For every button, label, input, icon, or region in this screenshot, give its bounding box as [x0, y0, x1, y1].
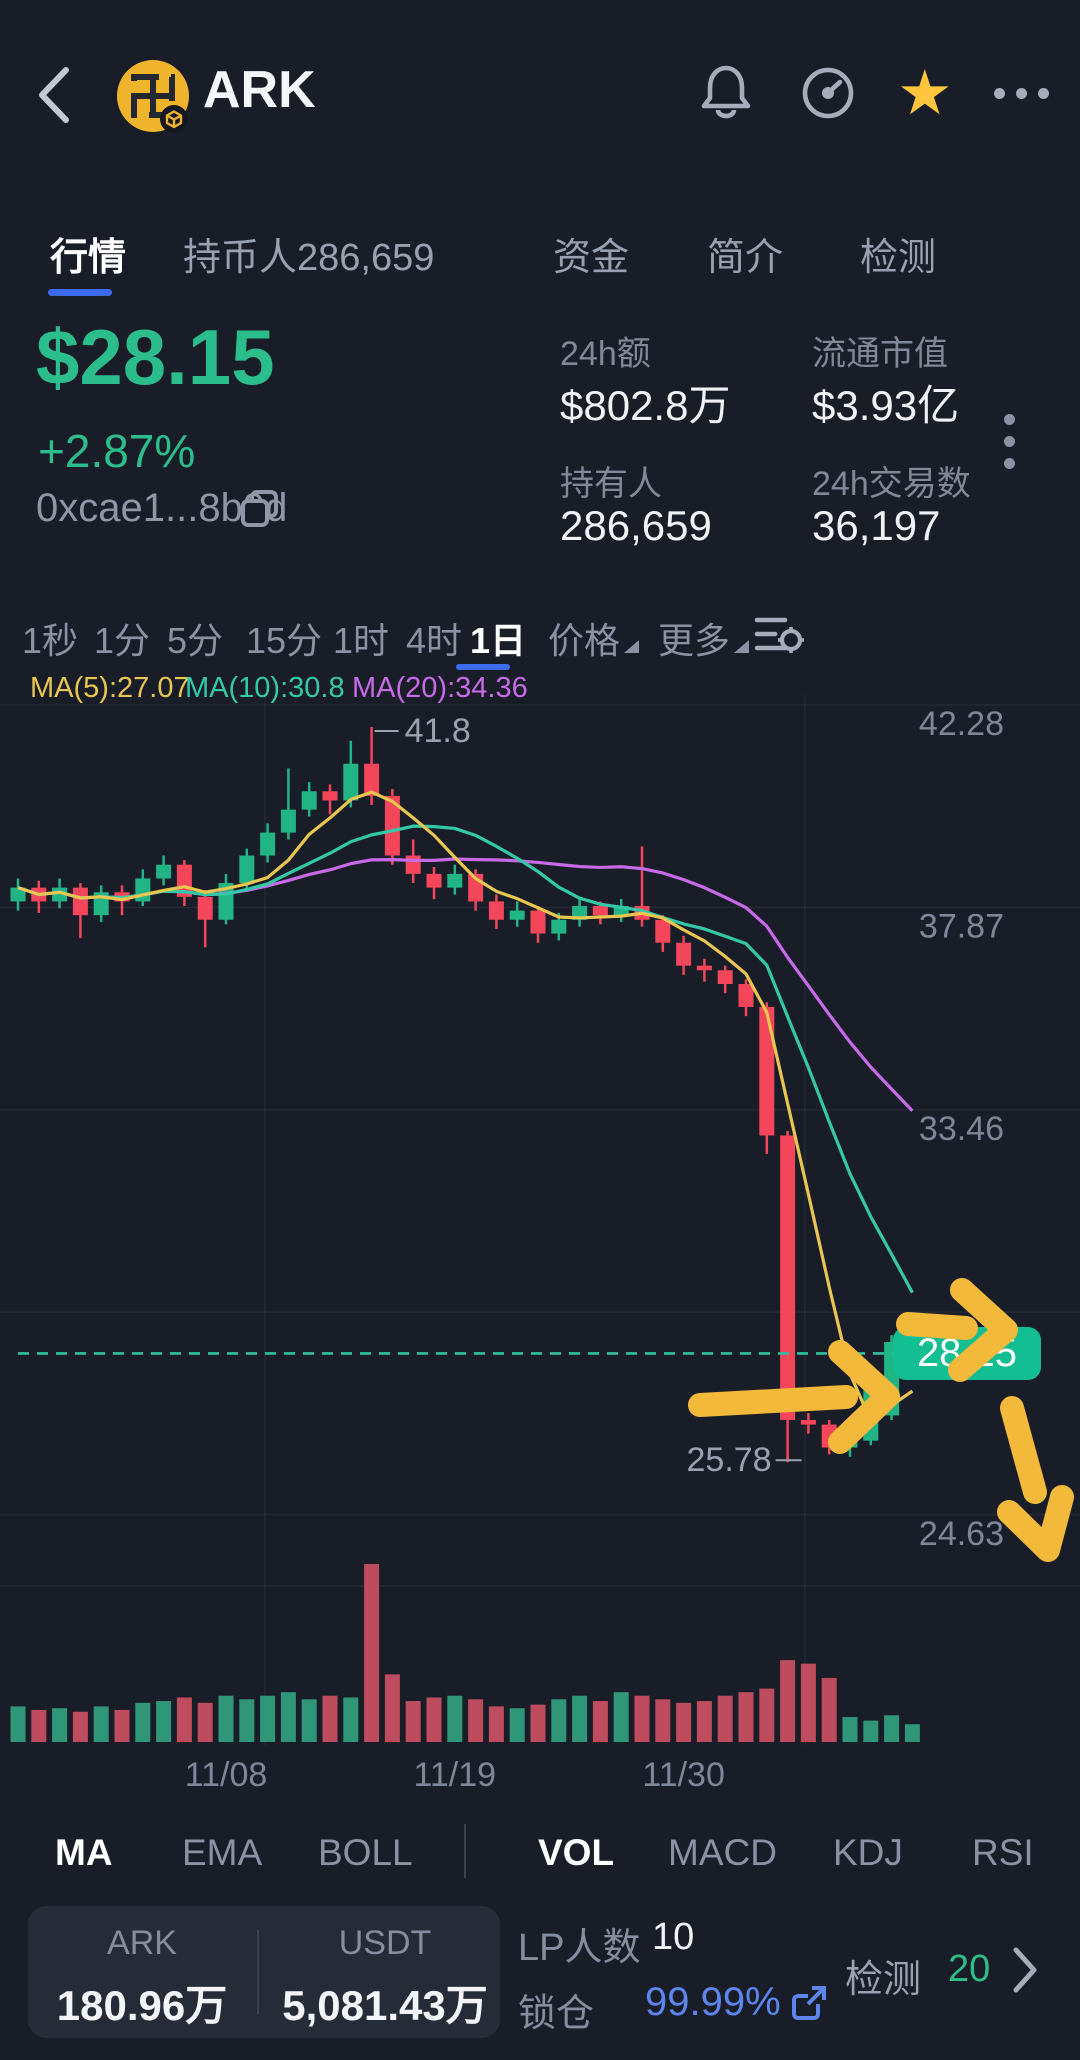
indicator-ema[interactable]: EMA: [182, 1832, 263, 1873]
timeframe-15m[interactable]: 15分: [246, 620, 323, 661]
stat-value: $802.8万: [560, 382, 731, 429]
favorite-star-icon[interactable]: ★: [897, 59, 953, 128]
indicator-macd[interactable]: MACD: [668, 1832, 777, 1873]
ma20-label: MA(20):34.36: [352, 672, 528, 704]
pool-divider: [257, 1930, 259, 2014]
y-axis-label: 24.63: [919, 1515, 1004, 1553]
y-axis-label: 42.28: [919, 705, 1004, 743]
stat-value: 36,197: [812, 502, 941, 549]
lock-value-link[interactable]: 99.99%: [645, 1980, 781, 2024]
x-axis-label: 11/08: [185, 1756, 268, 1794]
copy-icon[interactable]: [238, 488, 282, 532]
current-price-tag: 28.15: [893, 1327, 1041, 1380]
timeframe-1h[interactable]: 1时: [333, 620, 390, 661]
indicator-vol[interactable]: VOL: [538, 1832, 615, 1873]
page-title: ARK: [203, 61, 316, 119]
stat-label: 24h额: [560, 335, 651, 373]
timeframe-5m[interactable]: 5分: [167, 620, 224, 661]
pool-card: [28, 1906, 500, 2038]
pool-token-amount: 180.96万: [56, 1982, 228, 2029]
indicator-kdj[interactable]: KDJ: [833, 1832, 903, 1873]
current-price: $28.15: [36, 313, 275, 401]
detect-label[interactable]: 检测: [845, 1959, 922, 2001]
chevron-right-icon[interactable]: [1008, 1944, 1044, 1996]
indicator-rsi[interactable]: RSI: [972, 1832, 1034, 1873]
pool-quote-symbol: USDT: [338, 1924, 432, 1962]
tab-holders[interactable]: 持币人286,659: [183, 237, 435, 279]
timeframe-4h[interactable]: 4时: [406, 620, 463, 661]
active-timeframe-underline: [456, 664, 510, 670]
ma5-label: MA(5):27.07: [30, 672, 190, 704]
stat-label: 流通市值: [812, 335, 948, 373]
y-axis-label: 33.46: [919, 1110, 1004, 1148]
ma10-label: MA(10):30.8: [185, 672, 345, 704]
low-price-marker: 25.78: [687, 1441, 772, 1479]
token-logo: [117, 60, 189, 133]
stat-value: 286,659: [560, 502, 712, 549]
x-axis-label: 11/30: [642, 1756, 725, 1794]
pool-quote-amount: 5,081.43万: [282, 1982, 488, 2029]
timeframe-1m[interactable]: 1分: [94, 620, 151, 661]
lp-count-value: 10: [652, 1916, 695, 1958]
indicator-divider: [464, 1824, 466, 1878]
back-icon[interactable]: [28, 62, 78, 128]
lp-count-label: LP人数: [518, 1927, 641, 1969]
chart-settings-icon[interactable]: [753, 608, 805, 660]
stat-value: $3.93亿: [812, 382, 960, 429]
indicator-boll[interactable]: BOLL: [318, 1832, 413, 1873]
price-change: +2.87%: [38, 425, 196, 477]
external-link-icon[interactable]: [788, 1982, 830, 2024]
detect-count[interactable]: 20: [948, 1948, 991, 1990]
pool-token-symbol: ARK: [107, 1924, 177, 1962]
high-price-marker: 41.8: [405, 712, 471, 750]
indicator-ma[interactable]: MA: [55, 1832, 113, 1873]
tab-profile[interactable]: 简介: [707, 237, 784, 279]
timeframe-1s[interactable]: 1秒: [22, 620, 79, 661]
lock-label: 锁仓: [518, 1993, 595, 2035]
tab-detect[interactable]: 检测: [860, 237, 937, 279]
active-tab-underline: [48, 289, 112, 296]
gauge-icon[interactable]: [800, 64, 858, 124]
x-axis-label: 11/19: [414, 1756, 497, 1794]
stat-label: 持有人: [560, 465, 662, 503]
timeframe-1d[interactable]: 1日: [470, 620, 527, 661]
notification-bell-icon[interactable]: [697, 64, 755, 124]
price-menu[interactable]: 价格: [548, 620, 621, 661]
tab-market[interactable]: 行情: [50, 237, 127, 279]
more-menu[interactable]: 更多: [658, 620, 731, 661]
y-axis-label: 37.87: [919, 907, 1004, 945]
stat-label: 24h交易数: [812, 465, 971, 503]
tab-funds[interactable]: 资金: [553, 237, 630, 279]
